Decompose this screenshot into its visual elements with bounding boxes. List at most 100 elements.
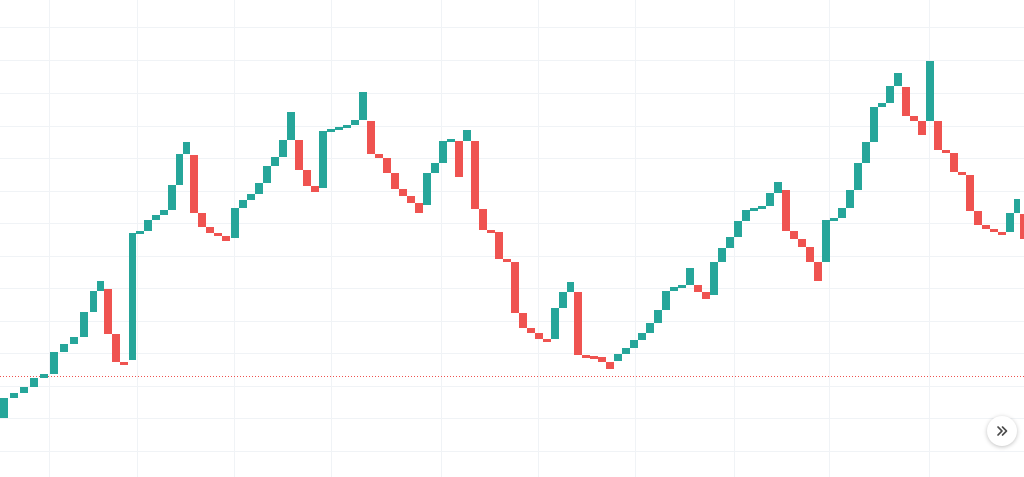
- down-bar: [190, 155, 198, 213]
- up-bar: [152, 215, 160, 220]
- up-bar: [30, 378, 38, 387]
- up-bar: [686, 268, 694, 285]
- up-bar: [886, 86, 894, 103]
- down-bar: [582, 355, 590, 358]
- down-bar: [527, 328, 535, 333]
- down-bar: [782, 190, 790, 231]
- up-bar: [129, 233, 136, 360]
- up-bar: [646, 323, 654, 333]
- up-bar: [862, 142, 870, 163]
- up-bar: [183, 142, 190, 154]
- down-bar: [535, 333, 543, 339]
- up-bar: [319, 131, 327, 188]
- up-bar: [97, 281, 104, 291]
- down-bar: [1020, 214, 1024, 239]
- up-bar: [40, 374, 48, 378]
- down-bar: [415, 203, 423, 213]
- up-bar: [431, 163, 439, 173]
- down-bar: [606, 362, 614, 369]
- up-bar: [734, 221, 742, 237]
- up-bar: [1006, 213, 1014, 232]
- up-bar: [144, 220, 152, 231]
- up-bar: [822, 220, 830, 262]
- down-bar: [598, 357, 606, 362]
- up-bar: [271, 157, 279, 166]
- down-bar: [902, 87, 910, 116]
- step-series: [0, 61, 1024, 418]
- up-bar: [614, 354, 622, 361]
- down-bar: [120, 362, 128, 365]
- double-chevron-right-icon: [997, 426, 1008, 436]
- down-bar: [295, 140, 303, 170]
- down-bar: [590, 356, 598, 359]
- down-bar: [471, 141, 479, 209]
- up-bar: [1014, 199, 1020, 213]
- up-bar: [622, 348, 630, 354]
- up-bar: [136, 231, 144, 234]
- up-bar: [878, 103, 886, 107]
- up-bar: [838, 208, 846, 218]
- up-bar: [247, 194, 255, 200]
- scroll-to-realtime-button[interactable]: [987, 416, 1017, 446]
- up-bar: [463, 130, 471, 141]
- down-bar: [206, 227, 214, 233]
- down-bar: [806, 247, 814, 262]
- up-bar: [0, 398, 8, 418]
- up-bar: [559, 292, 567, 308]
- up-bar: [846, 190, 854, 208]
- down-bar: [694, 285, 702, 292]
- up-bar: [80, 312, 88, 337]
- down-bar: [990, 229, 998, 232]
- up-bar: [742, 210, 750, 221]
- down-bar: [543, 339, 551, 342]
- down-bar: [375, 154, 383, 158]
- down-bar: [790, 231, 798, 239]
- up-bar: [423, 173, 431, 205]
- down-bar: [814, 262, 822, 281]
- down-bar: [311, 186, 319, 192]
- up-bar: [231, 208, 239, 238]
- down-bar: [798, 239, 806, 247]
- down-bar: [934, 121, 942, 150]
- down-bar: [998, 232, 1006, 235]
- down-bar: [112, 334, 120, 362]
- down-bar: [910, 116, 918, 121]
- down-bar: [222, 236, 230, 241]
- down-bar: [950, 153, 958, 172]
- up-bar: [359, 92, 367, 120]
- up-bar: [168, 185, 176, 210]
- up-bar: [10, 393, 18, 398]
- down-bar: [958, 172, 966, 175]
- down-bar: [455, 141, 463, 177]
- up-bar: [870, 107, 878, 142]
- down-bar: [198, 213, 206, 227]
- down-bar: [702, 292, 710, 299]
- up-bar: [327, 129, 335, 132]
- up-bar: [894, 73, 902, 86]
- down-bar: [214, 233, 222, 236]
- up-bar: [670, 287, 678, 291]
- up-bar: [239, 200, 247, 208]
- up-bar: [567, 282, 574, 292]
- up-bar: [830, 218, 838, 221]
- up-bar: [654, 310, 662, 323]
- up-bar: [255, 183, 263, 194]
- up-bar: [343, 125, 351, 128]
- down-bar: [407, 196, 415, 203]
- up-bar: [160, 210, 168, 215]
- up-bar: [287, 112, 295, 140]
- down-bar: [942, 150, 950, 153]
- up-bar: [726, 237, 734, 248]
- up-bar: [335, 127, 343, 130]
- up-bar: [718, 248, 726, 262]
- up-bar: [351, 120, 359, 125]
- up-bar: [662, 291, 670, 310]
- down-bar: [966, 175, 974, 211]
- down-bar: [982, 225, 990, 229]
- down-bar: [495, 232, 503, 259]
- up-bar: [750, 208, 758, 211]
- up-bar: [176, 154, 183, 185]
